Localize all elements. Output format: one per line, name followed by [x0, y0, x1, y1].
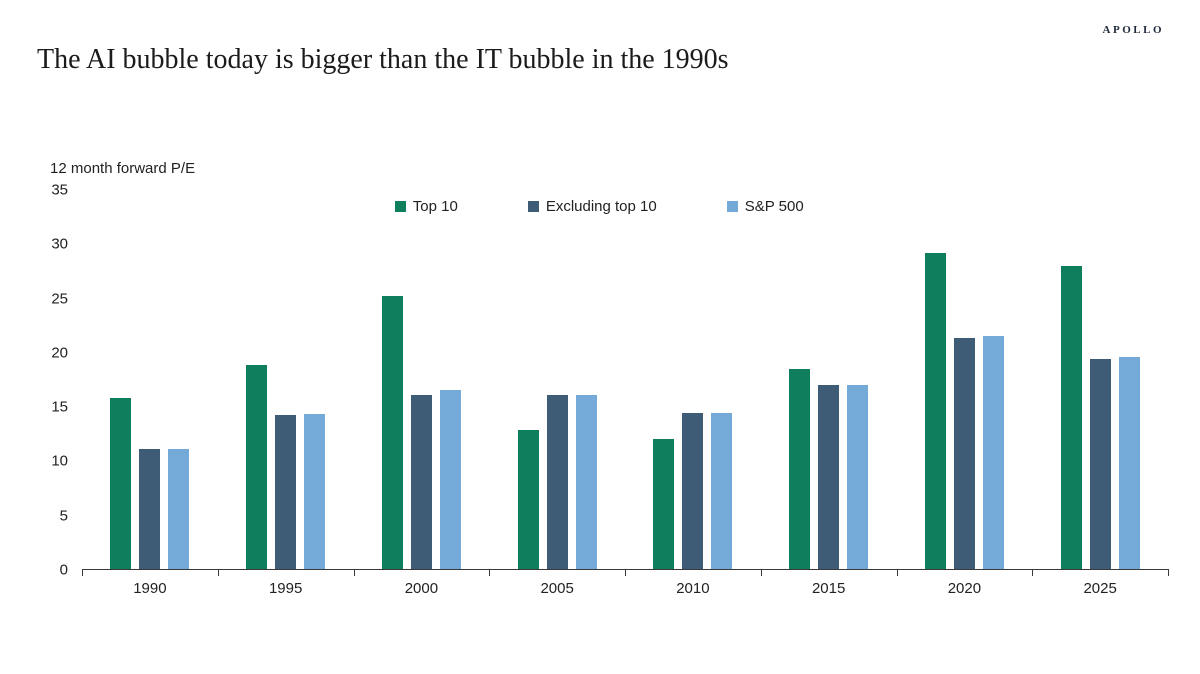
x-axis-label: 2005 [540, 580, 574, 597]
y-tick-label: 20 [51, 344, 68, 362]
x-axis-tick [760, 569, 762, 576]
bar-top-10 [246, 365, 268, 569]
bar-top-10 [924, 252, 946, 569]
bar-top-10 [517, 430, 539, 569]
bar-group-1990 [82, 190, 218, 569]
apollo-logo: APOLLO [1102, 24, 1164, 36]
y-tick-label: 15 [51, 398, 68, 416]
x-axis-tick [1032, 569, 1034, 576]
bar-excluding-top-10 [1089, 358, 1111, 569]
x-axis-tick [82, 569, 83, 576]
bar-group-2025 [1032, 190, 1168, 569]
x-axis-tick [896, 569, 898, 576]
x-axis-label: 1990 [133, 580, 167, 597]
bar-excluding-top-10 [682, 413, 704, 569]
x-axis-tick [217, 569, 219, 576]
bar-excluding-top-10 [410, 394, 432, 569]
legend-item-s-p-500: S&P 500 [726, 198, 804, 215]
bar-group-2000 [354, 190, 490, 569]
bar-s-p-500 [439, 390, 461, 569]
legend-label: Excluding top 10 [545, 198, 657, 215]
x-axis-tick [489, 569, 491, 576]
x-axis-label: 2015 [811, 580, 846, 597]
bar-top-10 [1060, 265, 1082, 569]
y-tick-label: 35 [51, 181, 68, 199]
plot-area: Top 10 Excluding top 10 S&P 500 [82, 190, 1169, 576]
bar-group-2005 [489, 190, 625, 569]
bar-group-2015 [761, 190, 897, 569]
bar-s-p-500 [711, 413, 733, 569]
bar-group-2020 [897, 190, 1033, 569]
y-tick-label: 5 [59, 507, 68, 525]
y-axis-label: 12 month forward P/E [50, 160, 196, 177]
x-axis-label: 2025 [1083, 580, 1117, 597]
bar-top-10 [110, 397, 132, 569]
x-axis-tick [1168, 569, 1169, 576]
x-axis-label: 2020 [947, 580, 982, 597]
y-tick-label: 0 [59, 561, 68, 579]
legend-label: S&P 500 [744, 198, 804, 215]
legend-item-top-10: Top 10 [394, 198, 458, 215]
bar-excluding-top-10 [139, 448, 161, 569]
bar-excluding-top-10 [275, 415, 297, 569]
x-axis-label: 2000 [404, 580, 439, 597]
bar-excluding-top-10 [953, 338, 975, 569]
bars [82, 190, 1168, 569]
x-axis-tick [625, 569, 626, 576]
bar-excluding-top-10 [818, 384, 840, 569]
bar-group-2010 [625, 190, 761, 569]
bar-s-p-500 [168, 448, 190, 569]
legend-swatch-icon [726, 201, 738, 212]
x-axis-labels: 1990 1995 2000 2005 2010 2015 2020 2025 [82, 580, 1168, 597]
bar-top-10 [653, 439, 675, 569]
bar-excluding-top-10 [546, 394, 568, 569]
bar-s-p-500 [847, 384, 869, 569]
x-axis-tick [353, 569, 355, 576]
x-axis-label: 1995 [268, 580, 303, 597]
bar-group-1995 [218, 190, 354, 569]
legend-swatch-icon [394, 201, 406, 212]
bar-top-10 [381, 296, 403, 569]
y-tick-label: 10 [51, 452, 68, 470]
bar-top-10 [789, 368, 811, 569]
legend-label: Top 10 [412, 198, 458, 215]
legend: Top 10 Excluding top 10 S&P 500 [394, 198, 804, 215]
legend-swatch-icon [527, 201, 539, 212]
bar-s-p-500 [1118, 356, 1140, 569]
bar-s-p-500 [304, 414, 326, 569]
x-axis-label: 2010 [676, 580, 710, 597]
chart: 0 5 10 15 20 25 30 35 Top 10 Excluding top 10 S&P… [50, 183, 1169, 578]
y-tick-label: 30 [51, 235, 68, 253]
bar-s-p-500 [575, 394, 597, 569]
bar-s-p-500 [982, 336, 1004, 569]
y-axis: 0 5 10 15 20 25 30 35 [50, 183, 82, 578]
chart-title: The AI bubble today is bigger than the I… [37, 44, 729, 75]
legend-item-excluding-top-10: Excluding top 10 [527, 198, 657, 215]
y-tick-label: 25 [51, 290, 68, 308]
